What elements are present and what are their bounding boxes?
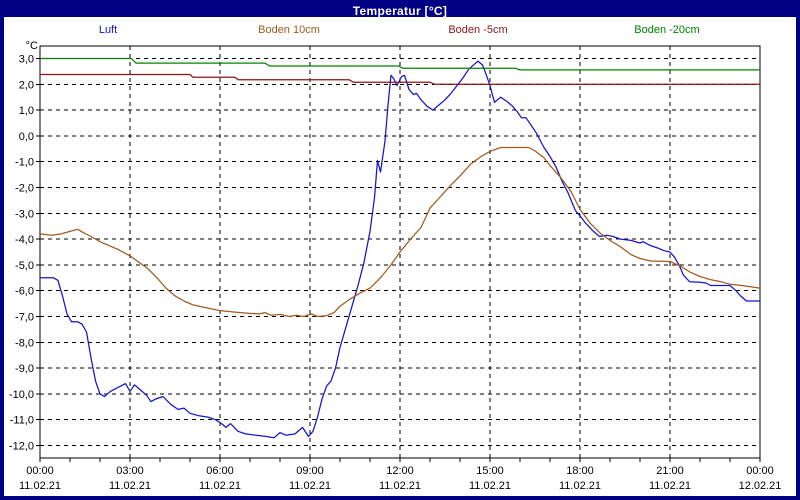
x-tick-time-label: 18:00 <box>566 465 594 477</box>
y-tick-label: -1,0 <box>15 157 34 169</box>
y-tick-label: 0,0 <box>19 131 34 143</box>
series-line-boden-5cm <box>40 73 760 85</box>
x-tick-date-label: 11.02.21 <box>199 480 241 492</box>
x-tick-date-label: 11.02.21 <box>559 480 601 492</box>
y-tick-label: 2,0 <box>19 79 34 91</box>
temperature-chart: 3,0 2,0 1,0 0,0 -1,0 -2,0 -3,0 -4,0 -5,0 -6,0 -7,0… <box>9 45 782 492</box>
x-tick-date-label: 11.02.21 <box>379 480 421 492</box>
window-title: Temperatur [°C] <box>352 4 448 18</box>
series-line-luft <box>40 60 760 439</box>
x-tick-date-label: 11.02.21 <box>289 480 331 492</box>
legend-item-boden-minus5cm: Boden -5cm <box>448 24 508 36</box>
x-tick-time-label: 03:00 <box>116 465 144 477</box>
y-tick-label: -2,0 <box>15 183 34 195</box>
title-bar: Temperatur [°C] <box>4 4 796 18</box>
x-tick-time-label: 06:00 <box>206 465 234 477</box>
x-tick-date-label: 11.02.21 <box>19 480 61 492</box>
y-tick-label: -5,0 <box>15 260 34 272</box>
y-tick-label: -3,0 <box>15 208 34 220</box>
x-tick-date-label: 11.02.21 <box>109 480 151 492</box>
series-line-boden-20cm <box>40 57 760 71</box>
y-tick-label: -10,0 <box>9 389 34 401</box>
legend-item-boden-10cm: Boden 10cm <box>258 24 320 36</box>
y-tick-label: -11,0 <box>10 415 34 427</box>
y-tick-label: 1,0 <box>19 105 34 117</box>
x-tick-time-label: 09:00 <box>296 465 324 477</box>
legend-item-luft: Luft <box>98 24 118 36</box>
x-tick-time-label: 00:00 <box>746 465 774 477</box>
plot-border <box>39 45 761 459</box>
y-tick-label: -4,0 <box>15 234 34 246</box>
y-axis-unit-label: °C <box>25 40 38 52</box>
x-tick-time-label: 21:00 <box>656 465 684 477</box>
legend-item-boden-minus20cm: Boden -20cm <box>634 24 700 36</box>
y-tick-label: 3,0 <box>19 54 34 66</box>
y-tick-label: -6,0 <box>15 286 34 298</box>
y-tick-label: -8,0 <box>15 337 34 349</box>
y-tick-label: -9,0 <box>15 363 34 375</box>
x-tick-date-label: 11.02.21 <box>469 480 511 492</box>
y-tick-label: -12,0 <box>9 441 34 453</box>
y-tick-label: -7,0 <box>15 312 34 324</box>
x-tick-time-label: 12:00 <box>386 465 414 477</box>
x-tick-time-label: 15:00 <box>476 465 504 477</box>
x-tick-date-label: 11.02.21 <box>649 480 691 492</box>
x-tick-date-label: 12.02.21 <box>739 480 782 492</box>
series-line-boden-10cm <box>39 146 761 318</box>
x-tick-time-label: 00:00 <box>26 465 54 477</box>
